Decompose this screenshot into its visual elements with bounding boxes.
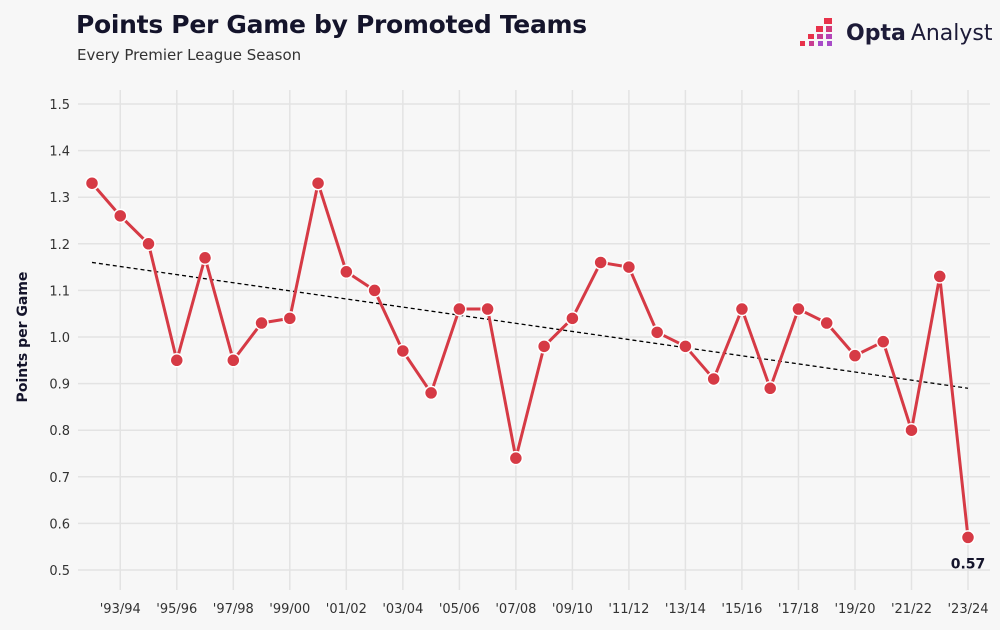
x-tick-label: '13/14 xyxy=(665,602,706,617)
data-point xyxy=(84,175,100,191)
data-point xyxy=(875,334,891,349)
x-tick-label: '93/94 xyxy=(100,602,141,617)
data-point xyxy=(932,269,947,284)
y-tick-label: 1.1 xyxy=(49,284,70,299)
x-tick-label: '03/04 xyxy=(382,602,423,617)
x-tick-label: '19/20 xyxy=(834,602,875,617)
opta-analyst-logo: Opta Analyst xyxy=(800,18,993,48)
data-point xyxy=(762,381,778,396)
data-point xyxy=(508,450,524,466)
data-point xyxy=(310,175,326,191)
data-point xyxy=(169,353,185,368)
data-point xyxy=(621,259,637,275)
data-point xyxy=(226,353,241,368)
data-point xyxy=(113,208,128,224)
logo-mark-icon xyxy=(800,18,832,46)
x-tick-label: '17/18 xyxy=(778,602,819,617)
data-point xyxy=(452,301,467,317)
logo-text-light: Analyst xyxy=(910,20,993,46)
y-tick-label: 1.2 xyxy=(49,238,70,253)
x-tick-label: '21/22 xyxy=(891,602,932,617)
y-tick-label: 0.8 xyxy=(49,424,70,439)
x-tick-label: '05/06 xyxy=(439,602,480,617)
data-point xyxy=(339,264,354,280)
data-point xyxy=(734,301,750,317)
data-label: 0.57 xyxy=(951,556,986,572)
x-tick-label: '23/24 xyxy=(947,602,988,617)
data-point xyxy=(649,325,665,340)
x-tick-label: '97/98 xyxy=(213,602,254,617)
data-point xyxy=(395,343,411,359)
x-tick-label: '01/02 xyxy=(326,602,367,617)
data-point xyxy=(847,348,863,363)
y-tick-label: 0.7 xyxy=(49,471,70,486)
y-tick-label: 1.0 xyxy=(49,331,70,346)
y-tick-label: 1.3 xyxy=(49,191,70,206)
x-tick-label: '95/96 xyxy=(156,602,197,617)
data-point xyxy=(282,311,298,326)
y-tick-label: 0.9 xyxy=(49,378,70,393)
y-tick-label: 0.6 xyxy=(49,517,70,532)
series-line xyxy=(90,181,970,538)
chart-title: Points Per Game by Promoted Teams xyxy=(76,10,587,39)
y-tick-label: 0.5 xyxy=(49,564,70,579)
logo-text-bold: Opta xyxy=(846,20,906,46)
data-point xyxy=(819,315,834,331)
data-point xyxy=(593,255,608,270)
x-tick-label: '07/08 xyxy=(495,602,536,617)
x-tick-label: '11/12 xyxy=(608,602,649,617)
x-tick-label: '15/16 xyxy=(721,602,762,617)
data-point xyxy=(423,385,439,401)
data-point xyxy=(480,301,495,317)
y-tick-label: 1.5 xyxy=(49,98,70,113)
x-tick-label: '99/00 xyxy=(269,602,310,617)
data-point xyxy=(791,301,806,317)
data-point xyxy=(536,339,552,354)
y-axis-label: Points per Game xyxy=(15,272,31,403)
data-point xyxy=(904,422,919,438)
data-point xyxy=(141,236,156,252)
chart-subtitle: Every Premier League Season xyxy=(77,46,302,64)
data-point xyxy=(706,371,721,387)
data-point xyxy=(254,315,269,331)
data-point xyxy=(197,250,213,266)
data-point xyxy=(565,311,580,326)
data-point xyxy=(367,283,382,298)
y-tick-label: 1.4 xyxy=(49,145,70,160)
data-point xyxy=(960,530,976,545)
trend-line xyxy=(91,261,969,389)
data-point xyxy=(678,339,693,354)
x-tick-label: '09/10 xyxy=(552,602,593,617)
